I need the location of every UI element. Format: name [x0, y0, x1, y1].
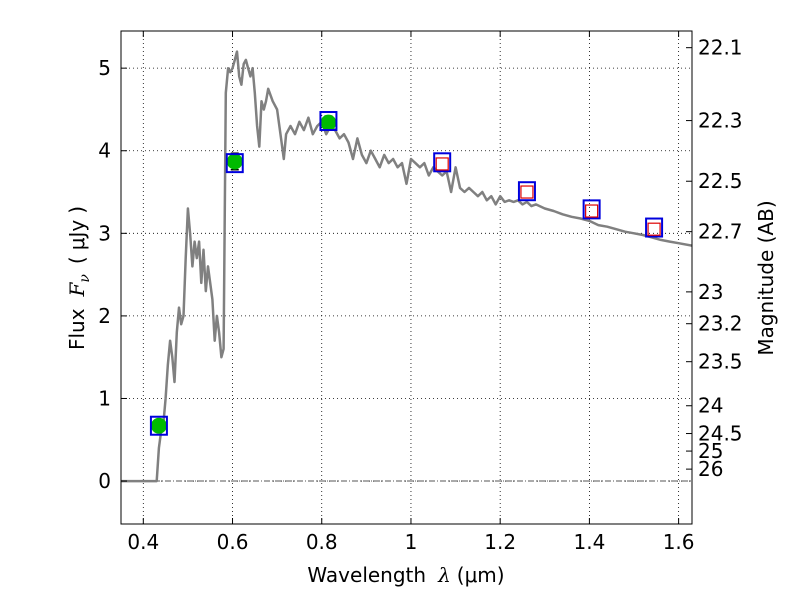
- y2-tick-label: 23: [698, 280, 723, 304]
- x-tick-label: 1.6: [663, 530, 695, 554]
- y2-tick-label: 23.2: [698, 312, 743, 336]
- observed-point: [320, 114, 337, 131]
- y2-tick-label: 22.3: [698, 109, 743, 133]
- x-axis-label: Wavelength λ (μm): [307, 563, 504, 587]
- x-tick-label: 0.4: [127, 530, 159, 554]
- y2-tick-label: 25: [698, 439, 723, 463]
- upper-limit-square: [520, 185, 534, 199]
- y2-tick-label: 23.5: [698, 350, 743, 374]
- y-tick-label: 2: [98, 304, 111, 328]
- y-tick-label: 0: [98, 469, 111, 493]
- plot-frame: [120, 30, 693, 525]
- y2-tick-label: 22.1: [698, 36, 743, 60]
- y2-tick-label: 26: [698, 457, 723, 481]
- y-tick-label: 4: [98, 139, 111, 163]
- x-tick-label: 1.2: [484, 530, 516, 554]
- upper-limit-square: [585, 204, 599, 218]
- x-tick-label: 1.4: [573, 530, 605, 554]
- plot-area: [121, 50, 692, 483]
- upper-limit-square: [435, 157, 449, 171]
- observed-point: [150, 417, 167, 434]
- upper-limit-square: [647, 222, 661, 236]
- observed-point: [226, 153, 243, 170]
- model-photometry-square: [225, 153, 244, 174]
- y-tick-label: 1: [98, 386, 111, 410]
- model-photometry-square: [645, 217, 664, 238]
- y-axis-label: FluxFν(μJy): [65, 206, 93, 350]
- model-photometry-square: [433, 152, 452, 173]
- y2-tick-label: 24: [698, 394, 723, 418]
- x-tick-label: 1: [405, 530, 418, 554]
- y-tick-label: 5: [98, 56, 111, 80]
- y-tick-label: 3: [98, 221, 111, 245]
- y2-tick-label: 22.5: [698, 169, 743, 193]
- y2-tick-label: 24.5: [698, 422, 743, 446]
- model-photometry-square: [149, 415, 168, 436]
- model-photometry-square: [319, 111, 338, 132]
- y2-tick-label: 22.7: [698, 220, 743, 244]
- x-tick-label: 0.8: [306, 530, 338, 554]
- model-photometry-square: [582, 199, 601, 220]
- model-photometry-square: [517, 181, 536, 202]
- x-tick-label: 0.6: [217, 530, 249, 554]
- y2-axis-label: Magnitude (AB): [754, 200, 778, 355]
- axis-ticks: 0.4 0.6 0.8 1 1.2 1.4 1.601234522.122.322.522.…: [98, 31, 743, 554]
